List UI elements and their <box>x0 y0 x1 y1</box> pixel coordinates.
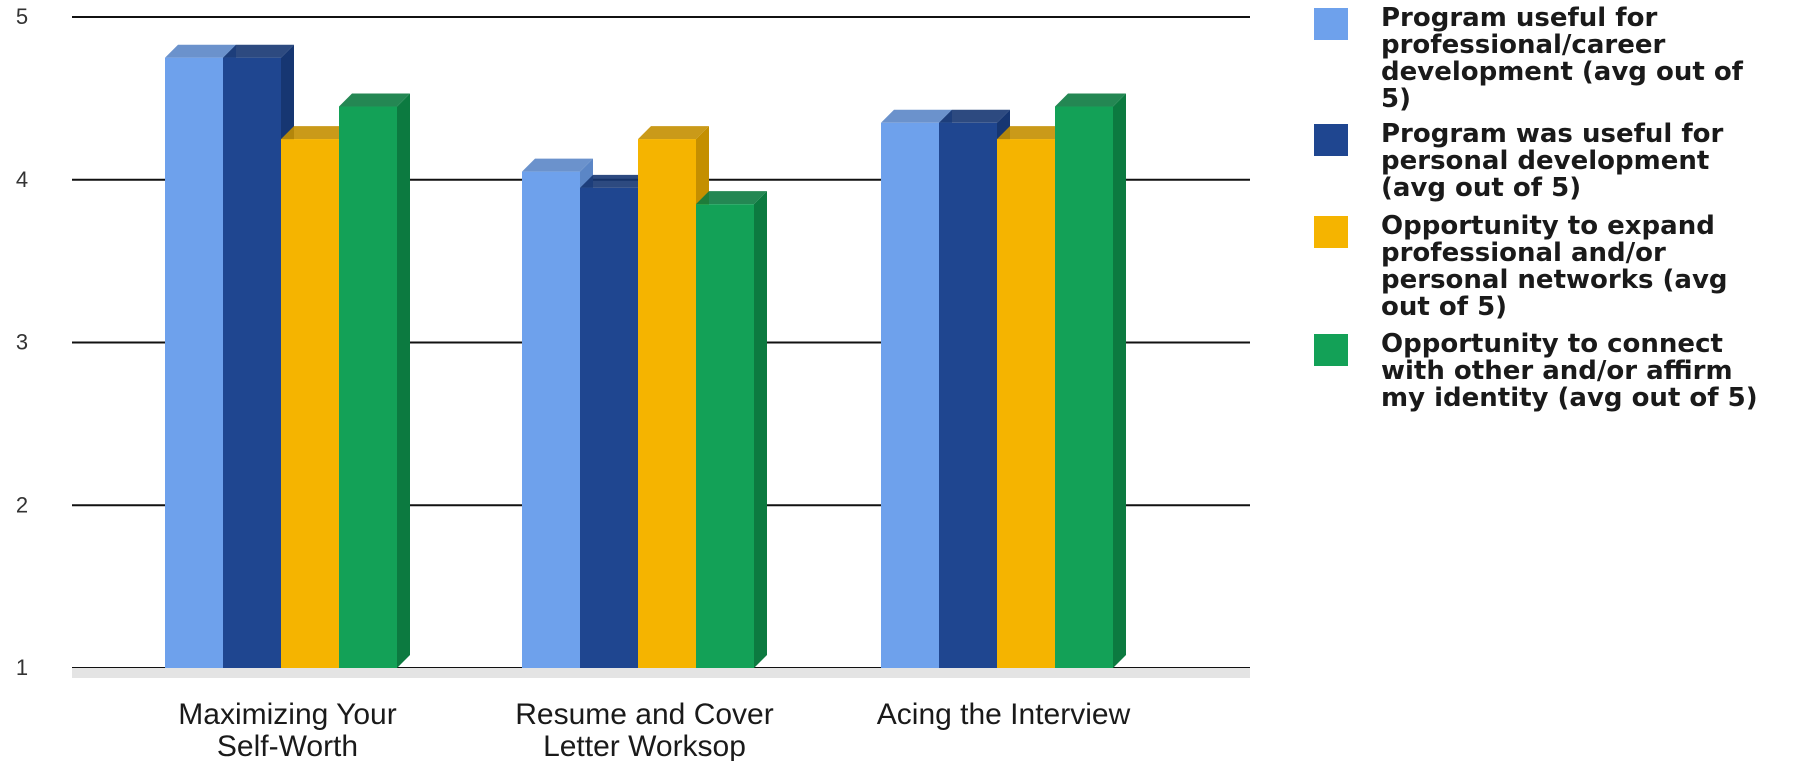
x-tick-label: Acing the Interview <box>877 698 1131 731</box>
legend-swatch <box>1314 124 1348 156</box>
bar-top <box>881 109 952 123</box>
bar-top <box>939 109 1010 123</box>
bar-top <box>638 126 709 140</box>
bar-top <box>281 126 352 140</box>
x-tick-label: Maximizing Your Self-Worth <box>178 698 396 761</box>
legend-swatch <box>1314 334 1348 366</box>
bar-front <box>939 122 997 669</box>
bar-top <box>522 158 593 172</box>
bar-side <box>397 93 410 668</box>
bar-front <box>339 106 397 668</box>
bar-top <box>223 44 294 58</box>
bar-front <box>997 139 1055 668</box>
bar-front <box>165 57 223 668</box>
x-axis-categories: Maximizing Your Self-Worth Resume and Cove… <box>178 698 1130 761</box>
legend-swatch <box>1314 216 1348 248</box>
y-tick-label: 5 <box>16 4 28 29</box>
bar-front <box>1055 106 1113 668</box>
bar <box>339 93 410 668</box>
bar-front <box>881 122 939 669</box>
bar-top <box>580 174 651 188</box>
legend-label: Program useful for professional/career d… <box>1381 3 1743 114</box>
bar-top <box>997 126 1068 140</box>
x-tick-label: Resume and Cover Letter Worksop <box>515 698 773 761</box>
bar-front <box>638 139 696 668</box>
y-tick-label: 2 <box>16 492 28 517</box>
legend-label: Opportunity to connect with other and/or… <box>1381 329 1758 413</box>
y-tick-label: 3 <box>16 330 28 355</box>
bar-top <box>165 44 236 58</box>
legend-swatch <box>1314 8 1348 40</box>
bar-side <box>754 191 767 668</box>
legend-label: Opportunity to expand professional and/o… <box>1381 211 1728 322</box>
bar-top <box>1055 93 1126 107</box>
bar <box>1055 93 1126 668</box>
y-tick-label: 4 <box>16 167 28 192</box>
bars <box>72 44 1250 678</box>
bar-top <box>339 93 410 107</box>
chart-floor <box>72 668 1250 678</box>
bar <box>696 191 767 668</box>
bar-front <box>522 171 580 669</box>
bar-side <box>1113 93 1126 668</box>
y-axis-ticks: 1 2 3 4 5 <box>16 4 28 680</box>
bar-front <box>580 187 638 668</box>
bar-top <box>696 191 767 205</box>
bar-front <box>223 57 281 668</box>
bar-front <box>281 139 339 668</box>
y-tick-label: 1 <box>16 655 28 680</box>
bar-front <box>696 204 754 668</box>
legend-label: Program was useful for personal developm… <box>1381 119 1724 203</box>
